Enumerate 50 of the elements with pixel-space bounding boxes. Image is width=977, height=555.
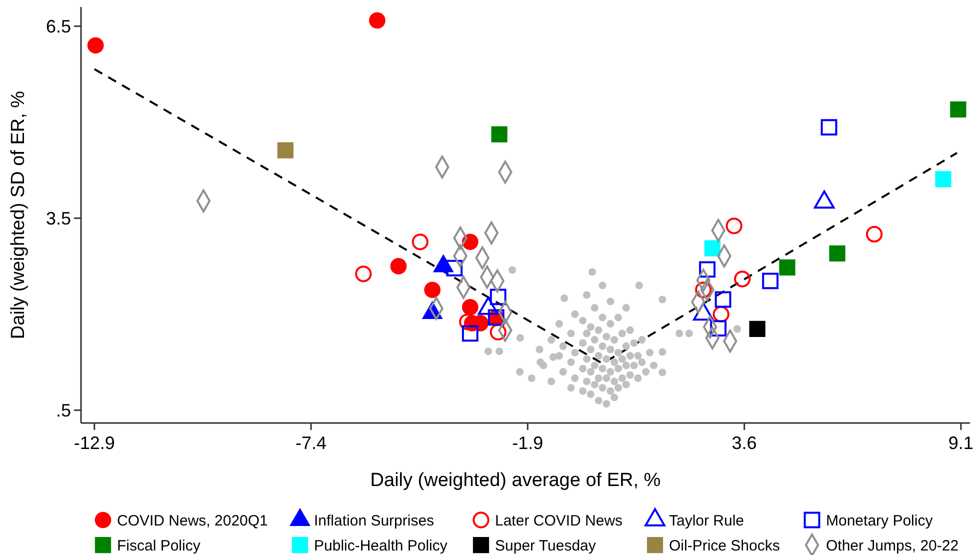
point — [462, 234, 478, 250]
point — [462, 299, 478, 316]
y-axis-title: Daily (weighted) SD of ER, % — [8, 90, 29, 340]
y-tick-label: .5 — [56, 400, 71, 420]
legend-label: Super Tuesday — [495, 537, 596, 554]
point — [866, 226, 883, 242]
point — [699, 261, 716, 278]
point — [277, 142, 294, 158]
legend-label: COVID News, 2020Q1 — [117, 512, 268, 530]
point — [424, 282, 441, 298]
point — [726, 218, 742, 234]
legend-label: Monetary Policy — [826, 512, 934, 530]
legend-label: Taylor Rule — [669, 512, 744, 530]
legend-label: Later COVID News — [495, 512, 623, 530]
legend-label: Oil-Price Shocks — [669, 537, 780, 554]
point — [695, 282, 712, 298]
point — [412, 234, 428, 250]
x-tick-label: -1.9 — [512, 433, 544, 453]
point — [779, 259, 796, 276]
x-tick-label: -7.4 — [296, 433, 327, 453]
x-tick-label: -12.9 — [74, 433, 115, 453]
y-tick-label: 6.5 — [46, 16, 71, 36]
point — [734, 270, 751, 288]
point — [829, 245, 846, 262]
x-axis-title: Daily (weighted) average of ER, % — [370, 470, 661, 491]
point — [355, 266, 372, 282]
y-tick-label: 3.5 — [46, 208, 71, 228]
point — [491, 126, 508, 142]
point — [446, 260, 463, 276]
point — [490, 288, 506, 306]
point — [820, 119, 838, 136]
point — [762, 272, 779, 290]
point — [87, 37, 104, 54]
point — [749, 320, 766, 337]
point — [369, 12, 386, 29]
point — [490, 324, 506, 340]
legend-label: Public-Health Policy — [314, 537, 448, 554]
legend-label: Fiscal Policy — [117, 537, 201, 554]
point — [704, 240, 720, 256]
point — [950, 101, 966, 118]
legend-label: Inflation Surprises — [314, 512, 434, 530]
point — [390, 258, 407, 274]
x-tick-label: 9.1 — [948, 433, 974, 453]
point — [462, 325, 478, 342]
legend-label: Other Jumps, 20-22 — [826, 537, 959, 554]
x-tick-label: 3.6 — [732, 433, 757, 453]
point — [935, 171, 952, 188]
point — [712, 306, 730, 322]
point — [714, 291, 732, 308]
point — [710, 320, 727, 336]
